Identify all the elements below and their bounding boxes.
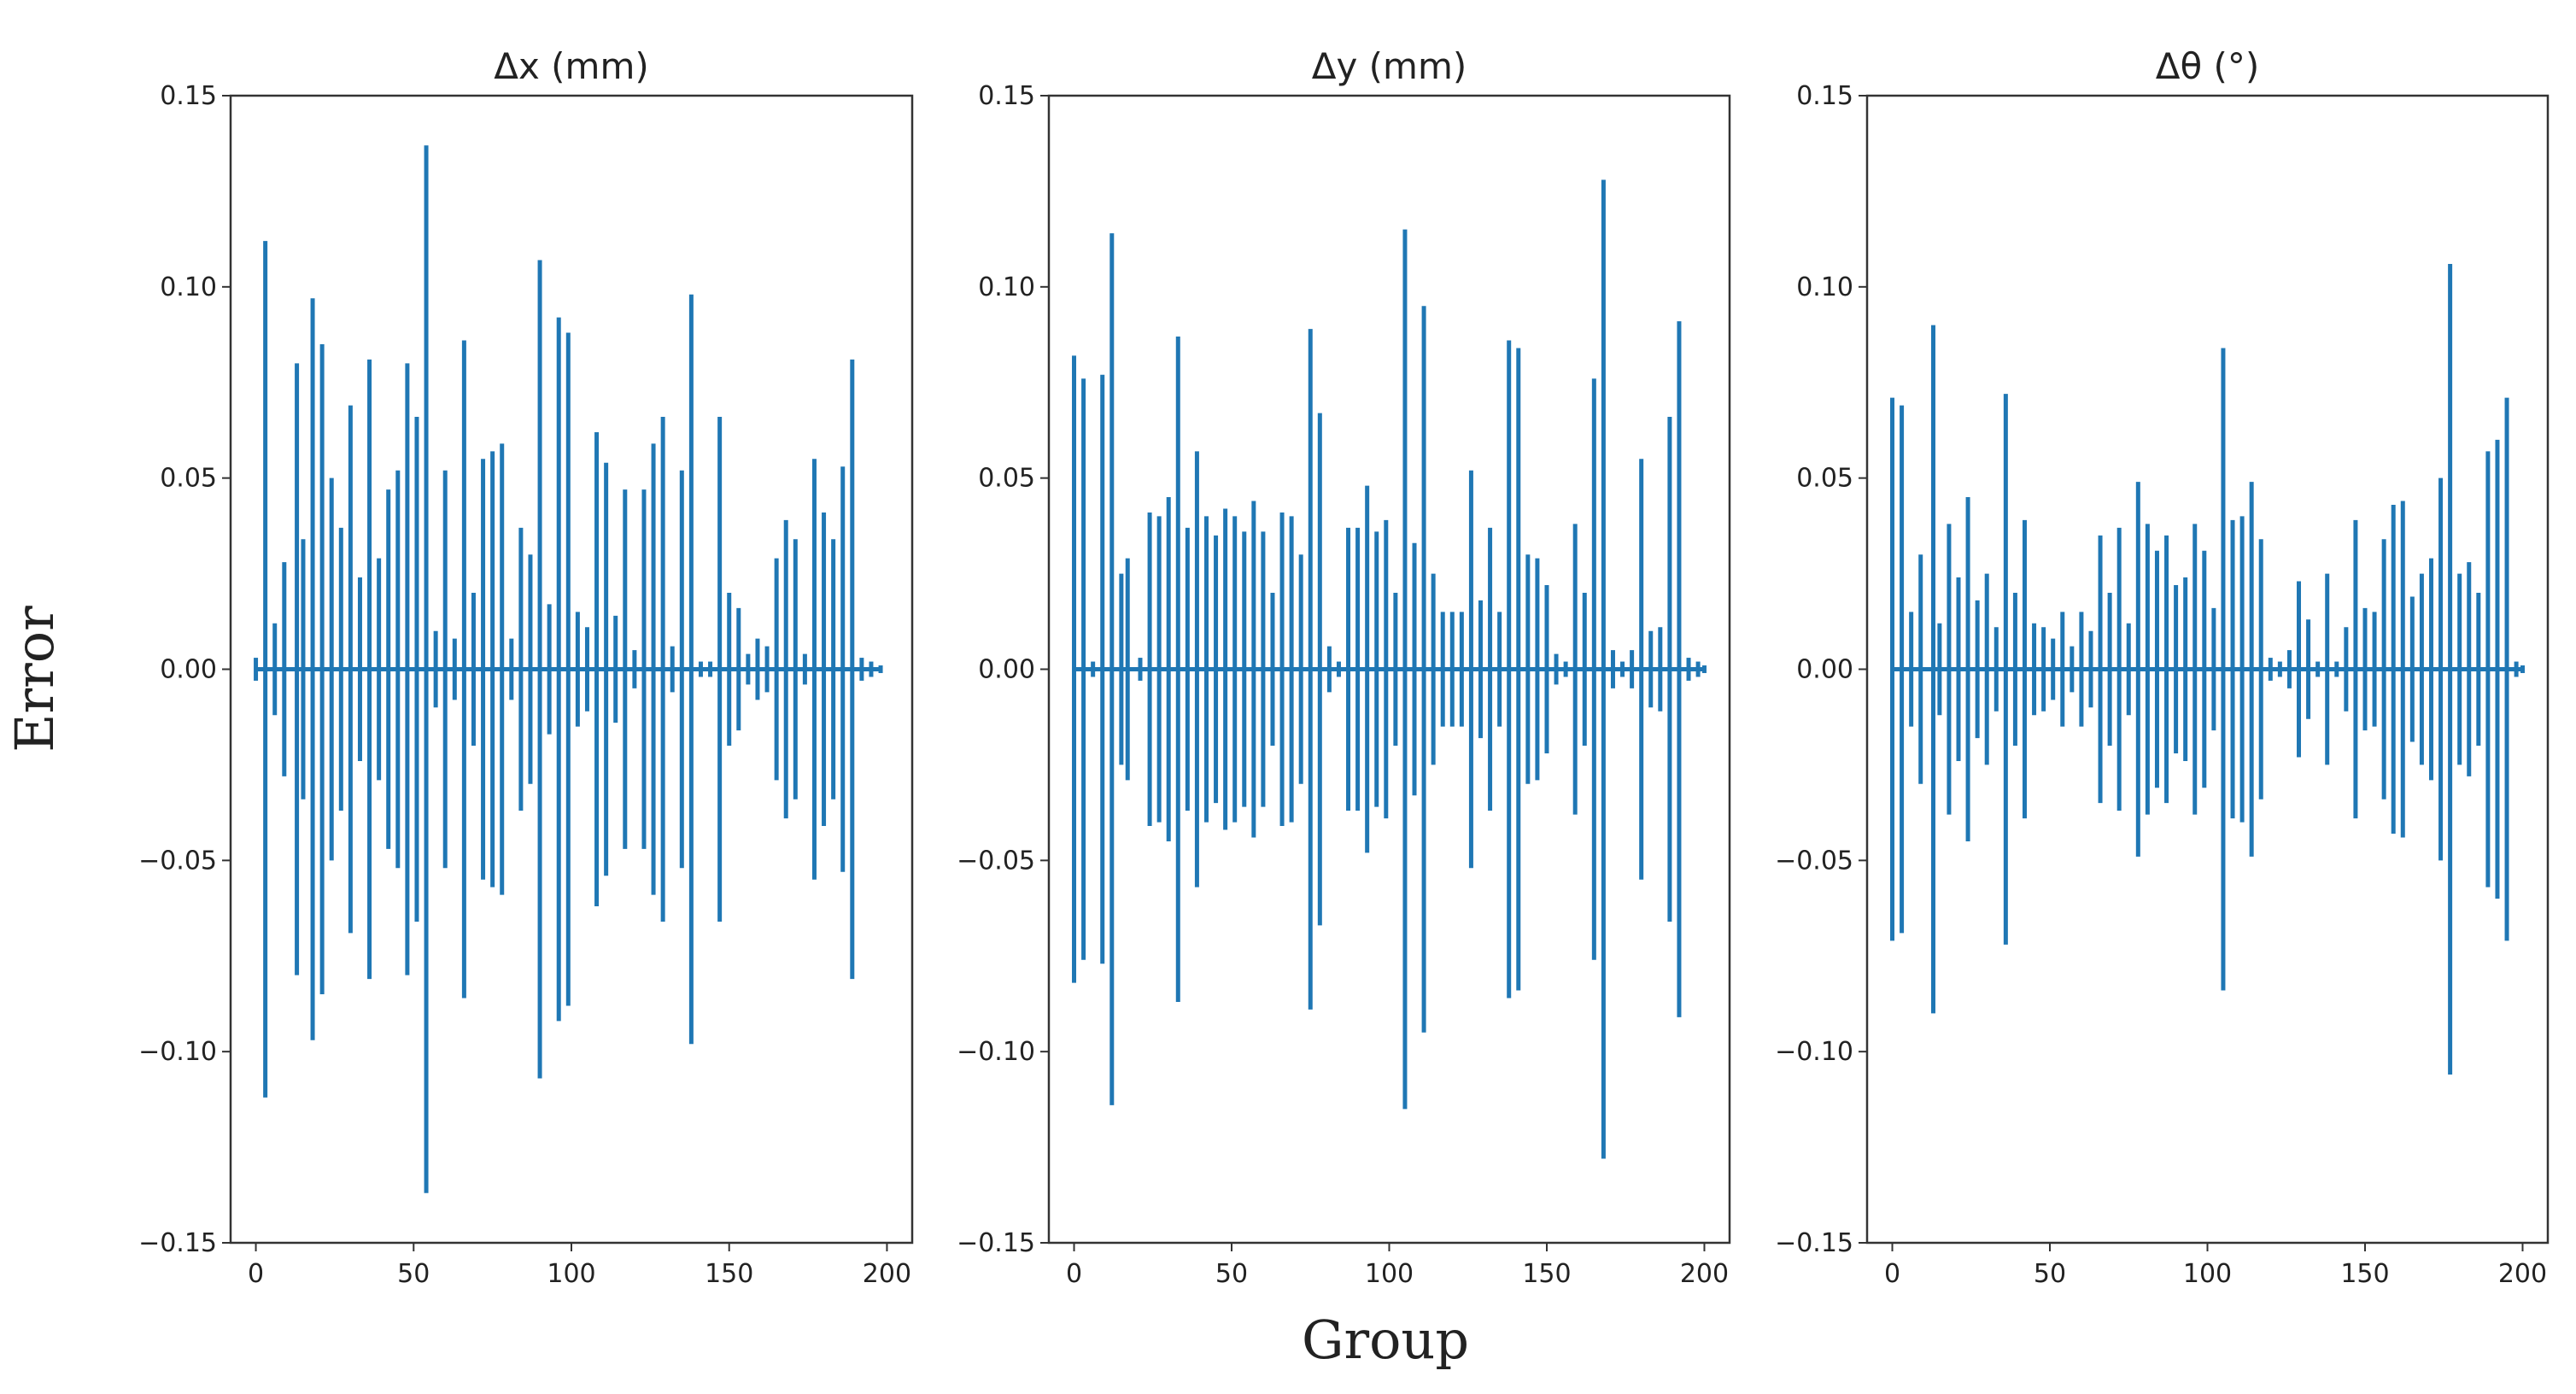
y-tick-label: −0.15 [138, 1228, 217, 1258]
y-tick-label: 0.15 [160, 81, 217, 111]
chart-panels: 0.15 0.10 0.05 0.00 −0.05 −0.10 −0.15 0 50 100 150… [138, 45, 2550, 1289]
x-tick-label: 200 [1680, 1259, 1729, 1289]
y-tick-label: −0.10 [957, 1037, 1035, 1067]
y-tick-label: −0.10 [138, 1037, 217, 1067]
x-tick-label: 50 [397, 1259, 430, 1289]
chart-panel-3: 0.15 0.10 0.05 0.00 −0.05 −0.10 −0.15 0 50 100 150… [1775, 45, 2550, 1289]
y-tick-label: 0.05 [160, 464, 217, 494]
chart-title: Δθ (°) [2156, 45, 2260, 87]
y-tick-label: 0.10 [160, 272, 217, 302]
y-tick-label: −0.10 [1775, 1037, 1853, 1067]
x-axis-label: Group [1302, 1309, 1469, 1371]
y-tick-label: 0.10 [978, 272, 1035, 302]
chart-title: Δy (mm) [1312, 45, 1467, 87]
chart-title: Δx (mm) [494, 45, 649, 87]
chart-panel-1: 0.15 0.10 0.05 0.00 −0.05 −0.10 −0.15 0 50 100 150… [138, 45, 914, 1289]
x-tick-label: 150 [2340, 1259, 2389, 1289]
x-tick-label: 0 [1066, 1259, 1082, 1289]
y-tick-label: 0.15 [978, 81, 1035, 111]
y-axis-label: Error [3, 606, 66, 753]
x-tick-label: 50 [2034, 1259, 2066, 1289]
x-tick-label: 200 [863, 1259, 911, 1289]
y-tick-label: 0.05 [1796, 464, 1853, 494]
y-tick-label: 0.00 [978, 655, 1035, 685]
y-tick-label: 0.10 [1796, 272, 1853, 302]
chart-panel-2: 0.15 0.10 0.05 0.00 −0.05 −0.10 −0.15 0 50 100 150… [957, 45, 1731, 1289]
x-tick-label: 150 [1522, 1259, 1571, 1289]
x-tick-label: 150 [705, 1259, 753, 1289]
y-tick-label: 0.05 [978, 464, 1035, 494]
y-tick-label: 0.00 [1796, 655, 1853, 685]
x-tick-label: 100 [547, 1259, 595, 1289]
x-tick-label: 100 [2183, 1259, 2232, 1289]
x-tick-label: 0 [248, 1259, 264, 1289]
y-tick-label: −0.15 [1775, 1228, 1853, 1258]
y-tick-label: 0.15 [1796, 81, 1853, 111]
y-tick-label: −0.05 [957, 846, 1035, 876]
y-tick-label: −0.05 [138, 846, 217, 876]
x-tick-label: 0 [1884, 1259, 1900, 1289]
x-tick-label: 100 [1365, 1259, 1414, 1289]
x-tick-label: 200 [2498, 1259, 2547, 1289]
y-tick-label: 0.00 [160, 655, 217, 685]
y-tick-label: −0.05 [1775, 846, 1853, 876]
y-tick-label: −0.15 [957, 1228, 1035, 1258]
x-tick-label: 50 [1215, 1259, 1248, 1289]
